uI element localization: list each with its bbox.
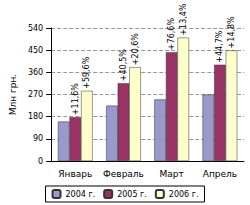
svg-text:2004 г.: 2004 г. xyxy=(66,190,96,199)
svg-text:+14,8%: +14,8% xyxy=(227,16,236,49)
svg-text:2005 г.: 2005 г. xyxy=(117,190,147,199)
svg-text:180: 180 xyxy=(28,112,43,121)
svg-text:90: 90 xyxy=(33,134,43,143)
svg-text:2006 г.: 2006 г. xyxy=(169,190,199,199)
svg-text:270: 270 xyxy=(28,90,43,99)
svg-text:Январь: Январь xyxy=(58,169,92,179)
svg-text:Февраль: Февраль xyxy=(103,169,144,179)
svg-text:+59,6%: +59,6% xyxy=(82,56,91,89)
svg-text:Апрель: Апрель xyxy=(203,169,237,179)
svg-text:360: 360 xyxy=(28,68,43,77)
svg-text:+11,6%: +11,6% xyxy=(71,83,80,116)
svg-text:Март: Март xyxy=(160,169,184,179)
svg-text:450: 450 xyxy=(28,46,43,55)
svg-text:+13,4%: +13,4% xyxy=(179,3,188,36)
svg-text:+44,7%: +44,7% xyxy=(215,30,224,63)
svg-text:0: 0 xyxy=(38,157,43,166)
svg-text:+40,5%: +40,5% xyxy=(119,49,128,82)
svg-text:540: 540 xyxy=(28,24,43,33)
svg-text:Млн грн.: Млн грн. xyxy=(8,74,18,115)
svg-text:+76,6%: +76,6% xyxy=(167,18,176,51)
svg-text:+20,6%: +20,6% xyxy=(131,33,140,66)
